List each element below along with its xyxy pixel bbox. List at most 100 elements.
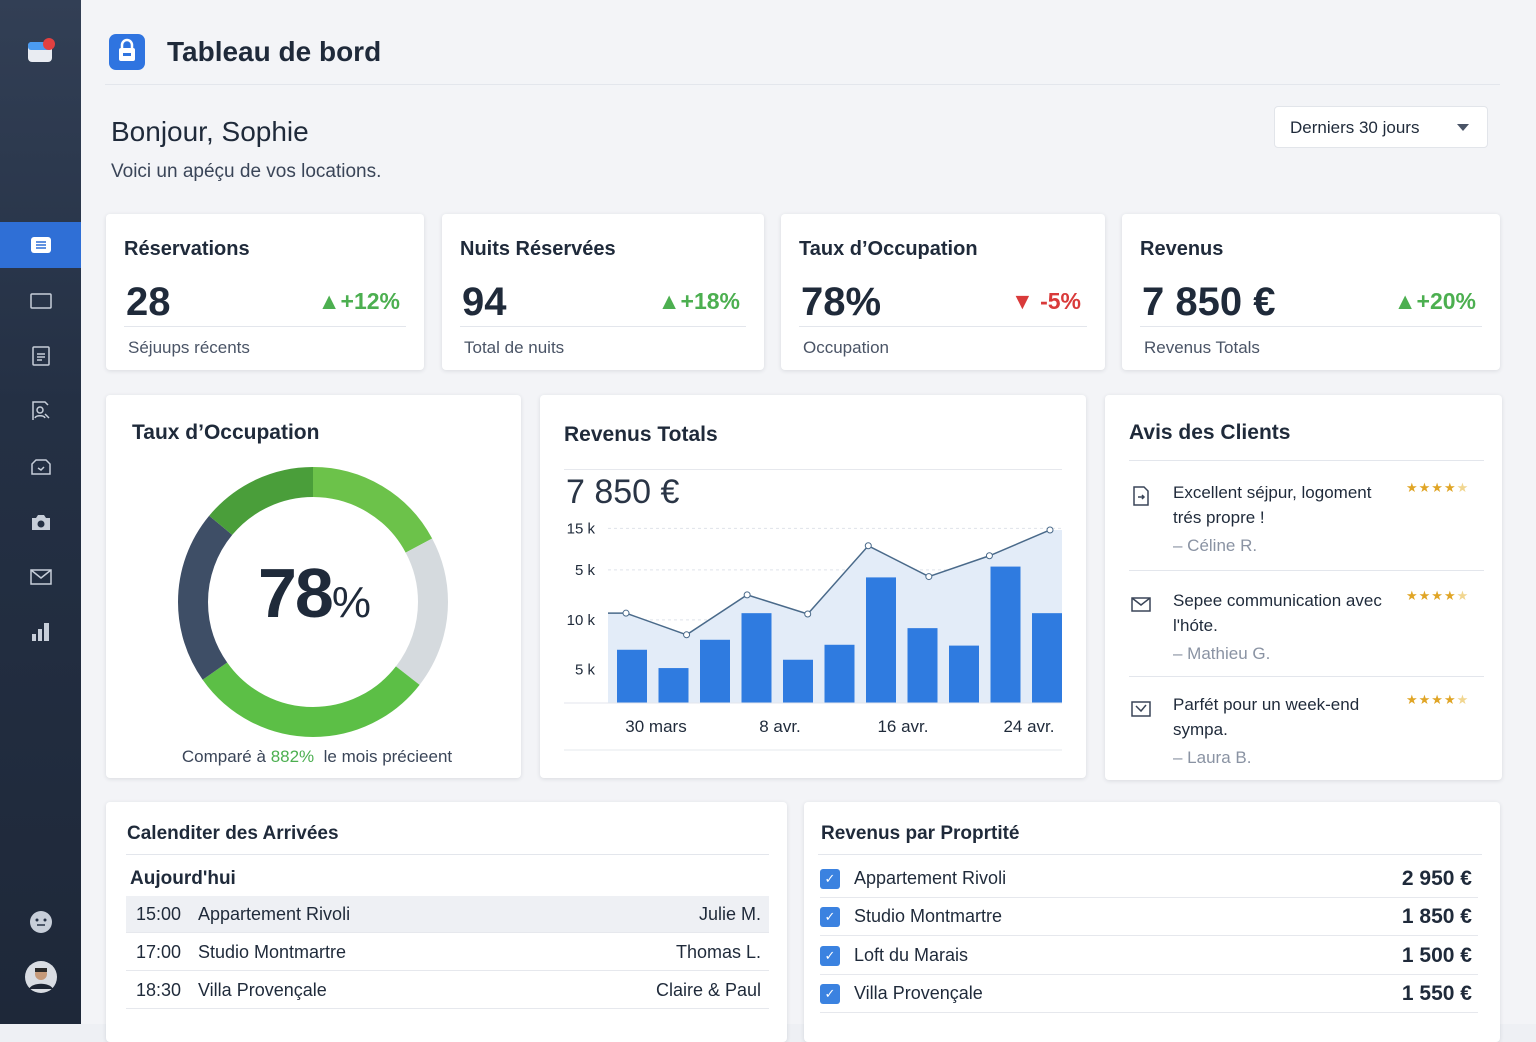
page-title: Tableau de bord [167, 36, 382, 67]
x-tick-label: 30 mars [625, 717, 686, 736]
messages-icon [30, 237, 51, 253]
revenue-total: 7 850 € [566, 473, 680, 511]
window-icon [29, 293, 52, 309]
review-author: – Mathieu G. [1173, 644, 1271, 663]
revenue-chart-card: Revenus Totals 7 850 € 5 k 10 k 5 k 15 k 30 … [540, 395, 1086, 778]
arrival-row[interactable]: 17:00 Studio Montmartre Thomas L. [126, 934, 769, 971]
bar [658, 668, 689, 703]
trend-up-icon: ▲ [317, 288, 341, 314]
kpi-title: Réservations [124, 238, 250, 260]
mail-icon [1131, 597, 1151, 612]
kpi-delta: ▼ -5% [1010, 288, 1081, 314]
checkbox[interactable]: ✓ [820, 868, 840, 889]
line-point [804, 610, 812, 618]
y-tick-label: 15 k [567, 520, 596, 537]
donut-segment [178, 467, 448, 737]
checkbox[interactable]: ✓ [820, 983, 840, 1004]
lock-briefcase-icon [109, 34, 145, 70]
sidebar-item-inbox[interactable] [0, 444, 81, 490]
star-rating: ★★★★★ [1406, 692, 1470, 707]
sidebar-item-mail[interactable] [0, 554, 81, 600]
bar [866, 577, 896, 703]
line-point [683, 631, 691, 639]
sidebar-item-analytics[interactable] [0, 609, 81, 655]
date-range-value: Derniers 30 jours [1290, 118, 1420, 137]
revenue-chart: 5 k 10 k 5 k 15 k 30 mars 8 avr. 16 avr. 24 avr… [564, 520, 1062, 751]
property-row: ✓ Studio Montmartre 1 850 € [820, 898, 1478, 936]
trend-up-icon: ▲ [1393, 288, 1417, 314]
sidebar-avatar[interactable] [0, 954, 81, 1000]
revenue-chart-title: Revenus Totals [564, 423, 718, 446]
bar [783, 659, 813, 703]
x-tick-label: 16 avr. [877, 717, 928, 736]
kpi-title: Taux d’Occupation [799, 238, 978, 260]
bar [824, 644, 855, 703]
property-row: ✓ Villa Provençale 1 550 € [820, 975, 1478, 1013]
document-arrow-icon [1133, 486, 1149, 506]
review-text: Excellent séjpur, logoment trés propre ! [1173, 483, 1372, 527]
checkbox[interactable]: ✓ [820, 906, 840, 927]
sidebar-item-documents[interactable] [0, 333, 81, 379]
greeting-title: Bonjour, Sophie [111, 116, 309, 147]
app-logo-icon [28, 38, 55, 62]
bar [990, 566, 1021, 703]
y-tick-label: 5 k [575, 662, 596, 679]
arrivals-card: Calenditer des Arrivées Aujourd'hui 15:0… [106, 802, 787, 1042]
kpi-title: Revenus [1140, 238, 1224, 260]
property-row: ✓ Appartement Rivoli 2 950 € [820, 860, 1478, 898]
bar [1032, 613, 1062, 703]
kpi-value: 7 850 € [1142, 280, 1276, 324]
occupancy-value: 78% [258, 554, 371, 632]
review-text: Sepee communication avec l'hóte. [1173, 591, 1382, 635]
sidebar-item-camera[interactable] [0, 499, 81, 545]
star-rating: ★★★★★ [1406, 480, 1470, 495]
kpi-value: 28 [126, 280, 171, 324]
folder-check-icon [1131, 701, 1151, 717]
y-tick-label: 5 k [575, 562, 596, 579]
kpi-subtitle: Séjuups récents [128, 338, 250, 357]
revenue-by-property-card: Revenus par Proprtité ✓ Appartement Rivol… [804, 802, 1500, 1042]
kpi-card-nights: Nuits Réservées 94 ▲+18% Total de nuits [442, 214, 764, 370]
avatar [24, 961, 57, 993]
revenue-by-property-title: Revenus par Proprtité [821, 823, 1020, 844]
document-icon [31, 346, 50, 366]
bar-chart-icon [31, 623, 49, 641]
x-tick-label: 8 avr. [759, 717, 801, 736]
kpi-title: Nuits Réservées [460, 238, 616, 260]
sidebar-item-search-user[interactable] [0, 388, 81, 434]
kpi-delta: ▲+12% [317, 288, 400, 314]
kpi-subtitle: Total de nuits [464, 338, 565, 357]
kpi-subtitle: Revenus Totals [1144, 338, 1260, 357]
line-point [925, 573, 933, 581]
arrivals-day: Aujourd'hui [130, 868, 236, 889]
kpi-subtitle: Occupation [803, 338, 889, 357]
sidebar-item-chat[interactable] [0, 899, 81, 945]
checkbox[interactable]: ✓ [820, 945, 840, 966]
sidebar-item-messages[interactable] [0, 222, 81, 268]
arrival-row[interactable]: 18:30 Villa Provençale Claire & Paul [126, 972, 769, 1009]
line-point [622, 609, 630, 617]
donut-segment [178, 467, 448, 737]
kpi-value: 78% [801, 280, 882, 324]
review-author: – Céline R. [1173, 536, 1258, 555]
reviews-title: Avis des Clients [1129, 421, 1291, 444]
arrival-row[interactable]: 15:00 Appartement Rivoli Julie M. [126, 896, 769, 933]
date-range-select[interactable]: Derniers 30 jours [1274, 106, 1488, 148]
x-tick-label: 24 avr. [1003, 717, 1054, 736]
donut-segment [178, 467, 448, 737]
sidebar-item-window[interactable] [0, 278, 81, 324]
donut-segment [178, 467, 448, 737]
occupancy-card: Taux d’Occupation 78% Comparé à 882% le … [106, 395, 521, 778]
line-point [864, 542, 872, 550]
inbox-check-icon [30, 459, 51, 475]
header-divider [105, 84, 1500, 85]
review-text: Parfét pour un week-end sympa. [1173, 695, 1360, 739]
y-tick-label: 10 k [567, 612, 596, 629]
kpi-card-occupancy: Taux d’Occupation 78% ▼ -5% Occupation [781, 214, 1105, 370]
reviews-card: Avis des Clients Excellent séjpur, logom… [1105, 395, 1502, 780]
search-user-icon [31, 401, 50, 420]
line-point [743, 591, 751, 599]
line-point [1046, 526, 1054, 534]
greeting-subtitle: Voici un apéçu de vos locations. [111, 161, 382, 182]
chat-bubble-icon [29, 911, 52, 933]
